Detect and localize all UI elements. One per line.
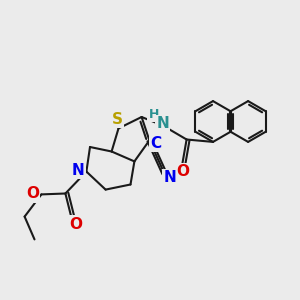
Text: O: O bbox=[26, 186, 39, 201]
Text: N: N bbox=[72, 163, 84, 178]
Text: O: O bbox=[69, 217, 82, 232]
Text: C: C bbox=[150, 136, 162, 151]
Text: N: N bbox=[164, 170, 176, 185]
Text: N: N bbox=[156, 116, 169, 131]
Text: H: H bbox=[148, 108, 159, 122]
Text: S: S bbox=[112, 112, 122, 127]
Text: O: O bbox=[176, 164, 189, 179]
